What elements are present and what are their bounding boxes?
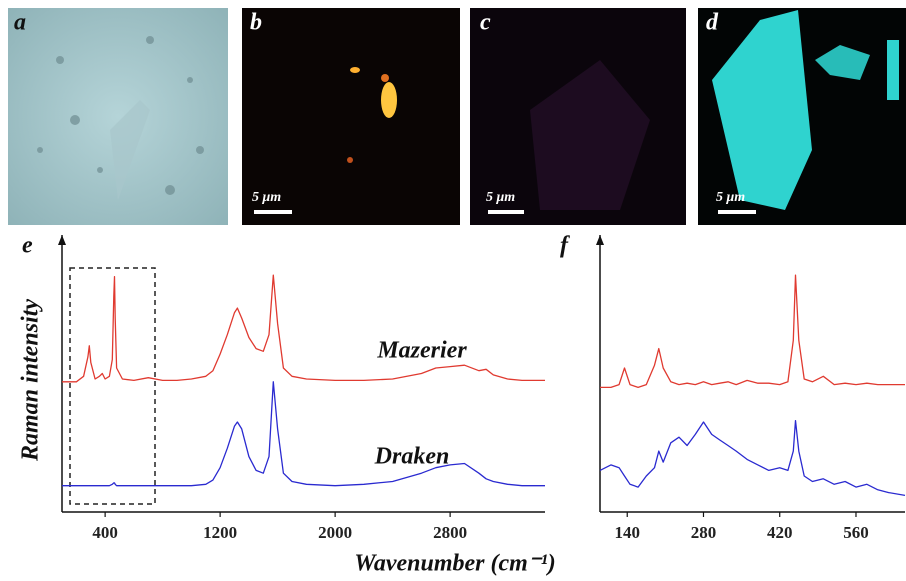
spectrum: [62, 381, 545, 487]
panel-label: a: [14, 10, 26, 36]
hotspot: [381, 74, 389, 82]
x-tick-label: 1200: [203, 523, 237, 542]
axis: [599, 235, 905, 513]
x-tick-label: 140: [614, 523, 640, 542]
highlight-box: [69, 267, 156, 505]
hotspot: [350, 67, 360, 73]
panel-label: d: [706, 10, 719, 36]
scale-bar-label: 5 μm: [252, 190, 281, 205]
panel-label: c: [480, 10, 491, 36]
panel-label: e: [22, 233, 33, 259]
axis-arrow: [58, 235, 66, 245]
raman-map: [242, 8, 460, 225]
scale-bar-label: 5 μm: [716, 190, 745, 205]
series-label: Draken: [374, 444, 450, 470]
grain: [887, 40, 899, 100]
x-tick-label: 400: [92, 523, 118, 542]
panel-label: f: [560, 233, 570, 259]
axis-arrow: [596, 235, 604, 245]
x-tick-label: 2800: [433, 523, 467, 542]
x-tick-label: 420: [767, 523, 793, 542]
hotspot: [347, 157, 353, 163]
series-label: Mazerier: [376, 338, 467, 364]
x-tick-label: 280: [691, 523, 717, 542]
y-axis-label: Raman intensity: [18, 299, 44, 462]
hotspot: [381, 82, 397, 118]
spectrum: [599, 419, 906, 497]
faint-signal: [530, 60, 650, 210]
spectrum: [62, 274, 545, 383]
texture: [37, 36, 204, 200]
grain: [815, 45, 870, 80]
panel-label: b: [250, 10, 262, 36]
x-tick-label: 560: [843, 523, 869, 542]
scale-bar-label: 5 μm: [486, 190, 515, 205]
spectrum: [600, 274, 905, 389]
x-axis-label: Wavenumber (cm⁻¹): [354, 551, 555, 577]
grain: [712, 10, 812, 210]
x-tick-label: 2000: [318, 523, 352, 542]
axis: [61, 235, 545, 513]
